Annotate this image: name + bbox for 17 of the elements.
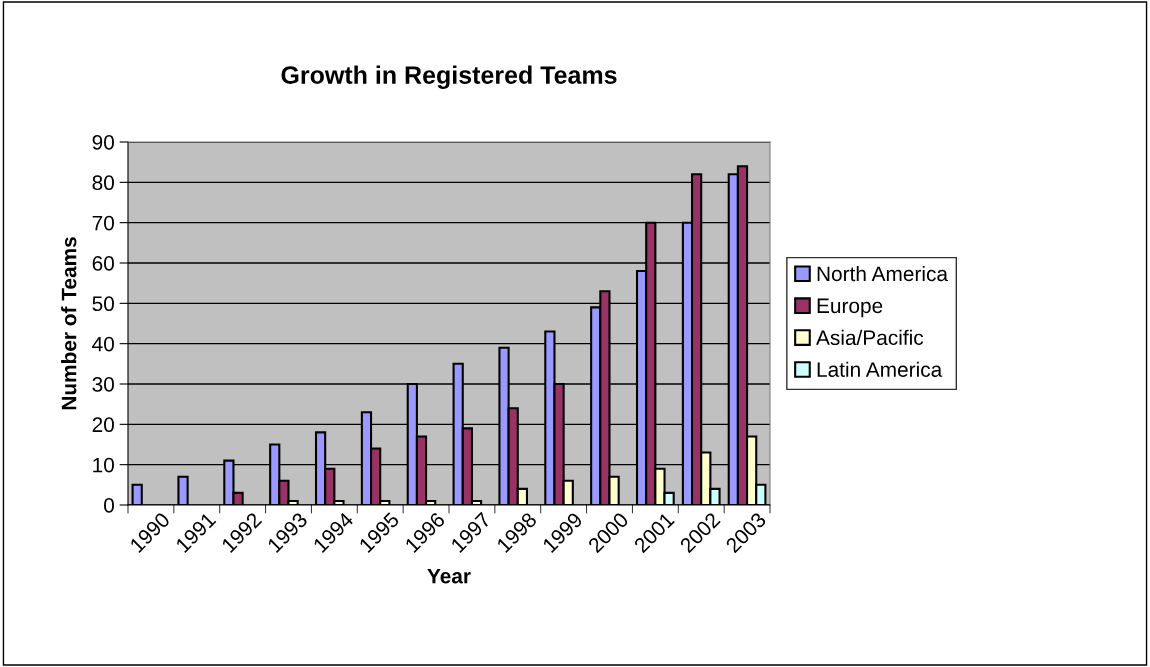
legend-label: Europe	[817, 298, 883, 318]
y-tick-label: 0	[104, 498, 114, 513]
legend-label: Asia/Pacific	[816, 329, 924, 346]
y-tick-label: 30	[92, 377, 114, 392]
y-tick-label: 40	[92, 336, 114, 352]
legend-label: Latin America	[817, 361, 943, 377]
y-tick-label: 60	[92, 256, 114, 271]
y-tick-label: 80	[92, 175, 114, 191]
y-tick-label: 50	[92, 296, 114, 312]
y-axis-title: Number of Teams	[61, 237, 77, 410]
y-tick-label: 90	[92, 135, 114, 150]
y-tick-label: 70	[92, 215, 114, 231]
y-tick-label: 20	[92, 417, 114, 433]
y-tick-label: 10	[93, 457, 114, 473]
chart-title: Growth in Registered Teams	[281, 65, 617, 89]
x-axis-title: Year	[427, 568, 471, 584]
legend-label: North America	[817, 265, 948, 282]
